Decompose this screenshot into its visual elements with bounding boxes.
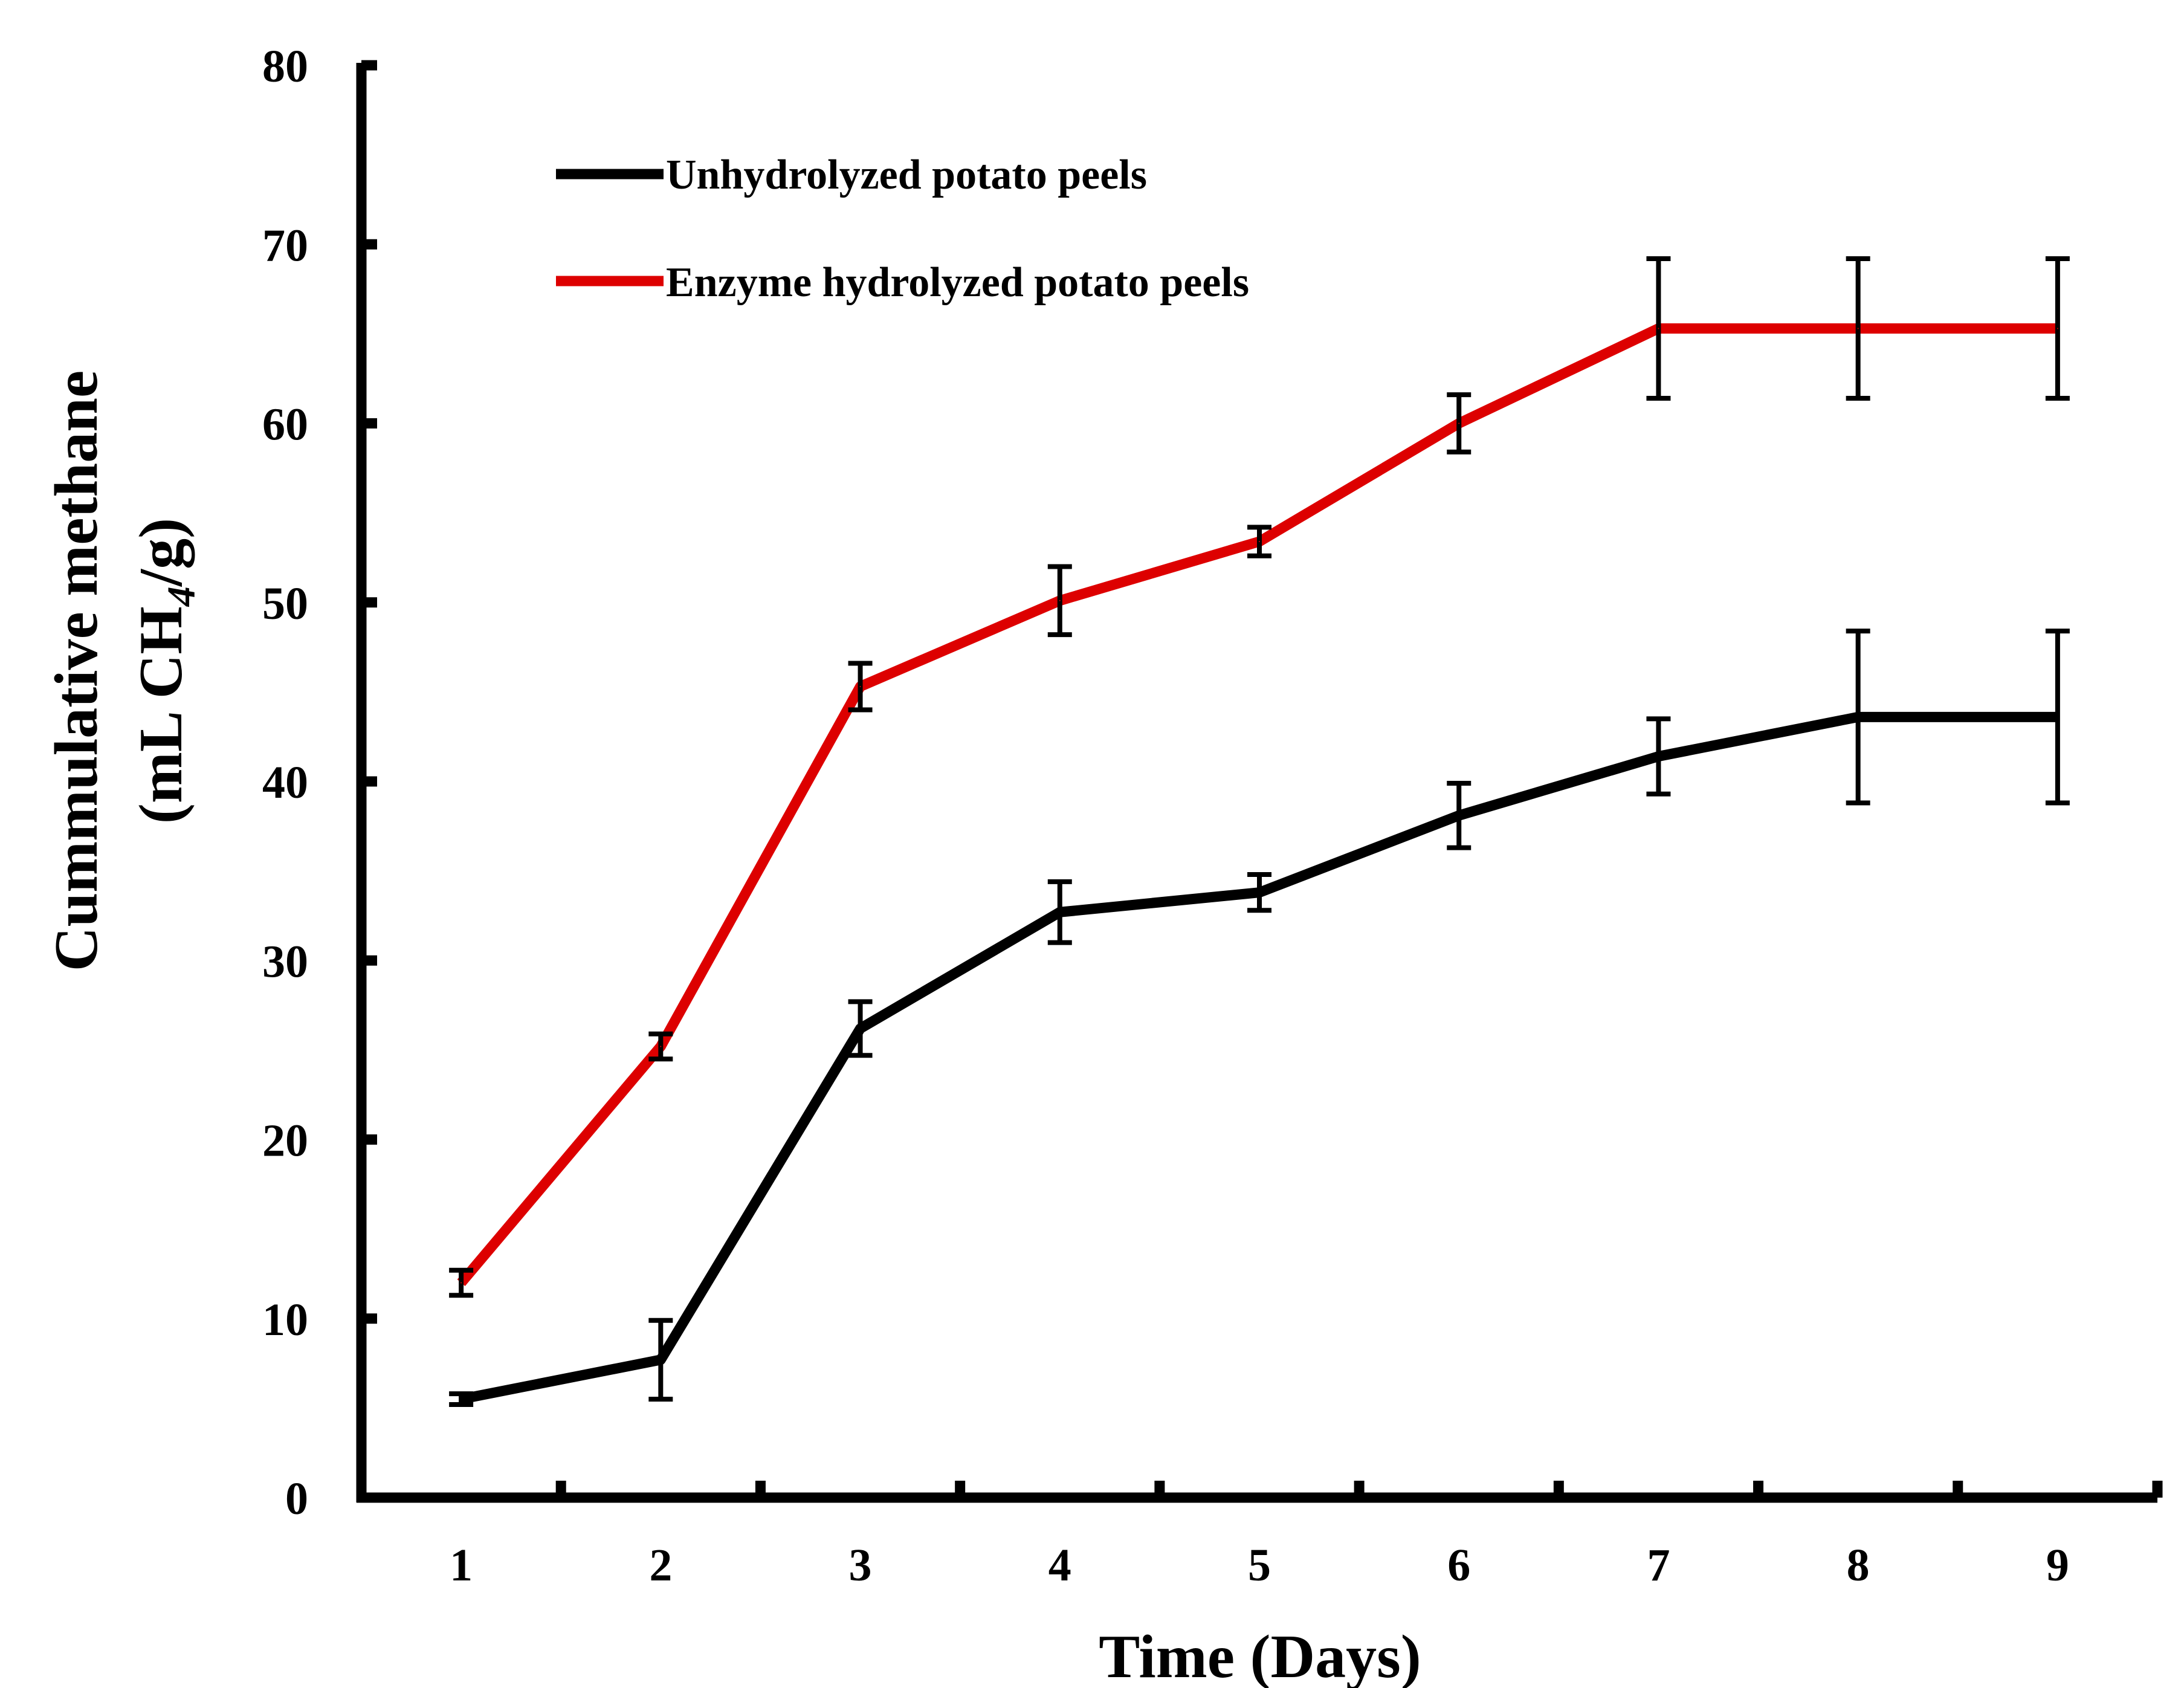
y-tick-label: 80	[262, 41, 308, 92]
x-axis-title: Time (Days)	[1099, 1623, 1421, 1688]
x-tick-label: 8	[1847, 1540, 1870, 1591]
data-point	[1259, 541, 1260, 542]
data-point	[1858, 716, 1859, 717]
x-tick-label: 3	[849, 1540, 872, 1591]
data-point	[2057, 328, 2058, 329]
data-point	[2057, 716, 2058, 717]
series-layer	[449, 259, 2070, 1405]
data-point	[660, 1359, 661, 1360]
x-tick-label: 9	[2046, 1540, 2069, 1591]
data-point	[660, 1046, 661, 1047]
y-tick-label: 0	[285, 1473, 308, 1524]
y-axis-title-suffix: /g)	[127, 518, 195, 587]
y-tick-label: 20	[262, 1116, 308, 1166]
x-tick-label: 1	[450, 1540, 473, 1591]
y-tick-label: 70	[262, 220, 308, 271]
data-point	[1658, 328, 1659, 329]
x-tick-label: 2	[649, 1540, 672, 1591]
data-point	[1858, 328, 1859, 329]
data-point	[860, 1028, 861, 1029]
data-point	[1658, 756, 1659, 757]
y-tick-label: 10	[262, 1295, 308, 1345]
y-axis-title-prefix: (mL CH	[127, 606, 195, 824]
data-point	[1059, 600, 1061, 601]
methane-line-chart: 0 10 20 30 40 50 60 70 80 1 2 3 4 5 6 7 8 9 Time (Days) C…	[0, 0, 2184, 1688]
series-line	[461, 328, 2058, 1282]
x-tick-label: 7	[1647, 1540, 1670, 1591]
data-point	[860, 686, 861, 687]
data-point	[460, 1399, 462, 1400]
legend-label-unhydrolyzed: Unhydrolyzed potato peels	[666, 152, 1147, 198]
data-point	[1458, 815, 1459, 816]
data-point	[1059, 911, 1061, 913]
y-tick-label: 30	[262, 936, 308, 987]
data-point	[1458, 423, 1459, 424]
x-tick-label: 4	[1048, 1540, 1071, 1591]
legend-label-enzyme: Enzyme hydrolyzed potato peels	[666, 259, 1249, 306]
series-line	[461, 717, 2058, 1399]
x-tick-label: 5	[1248, 1540, 1271, 1591]
y-tick-label: 40	[262, 757, 308, 808]
series-unhydrolyzed	[449, 631, 2070, 1405]
y-axis-title: Cummulative methane (mL CH4/g)	[42, 370, 204, 971]
y-axis-title-subscript: 4	[160, 586, 204, 607]
data-point	[460, 1282, 462, 1284]
x-tick-label: 6	[1447, 1540, 1470, 1591]
series-enzyme-hydrolyzed	[449, 259, 2070, 1295]
y-tick-label: 50	[262, 578, 308, 629]
legend: Unhydrolyzed potato peels Enzyme hydroly…	[556, 152, 1249, 306]
y-axis-title-line1: Cummulative methane	[42, 370, 111, 971]
data-point	[1259, 892, 1260, 893]
y-axis-title-line2: (mL CH4/g)	[127, 518, 204, 824]
y-tick-label: 60	[262, 399, 308, 450]
